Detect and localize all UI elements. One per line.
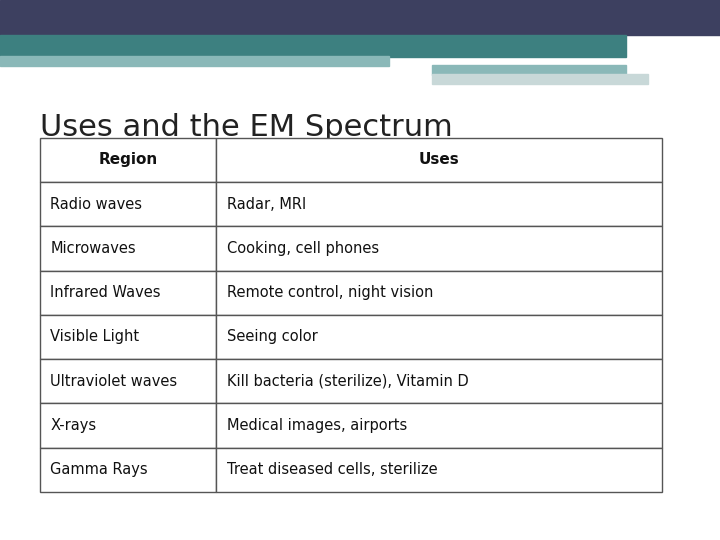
Bar — [216, 182, 662, 226]
Text: Infrared Waves: Infrared Waves — [50, 285, 161, 300]
Text: Remote control, night vision: Remote control, night vision — [227, 285, 433, 300]
Bar — [40, 359, 216, 403]
Bar — [40, 182, 216, 226]
Bar — [216, 315, 662, 359]
Bar — [216, 226, 662, 271]
Bar — [40, 448, 216, 492]
Bar — [40, 403, 216, 448]
Bar — [432, 74, 648, 84]
Bar — [40, 315, 216, 359]
Bar — [216, 271, 662, 315]
Bar — [216, 359, 662, 403]
Text: Cooking, cell phones: Cooking, cell phones — [227, 241, 379, 256]
Bar — [216, 138, 662, 182]
Bar — [432, 65, 626, 75]
Bar — [216, 448, 662, 492]
Text: Radar, MRI: Radar, MRI — [227, 197, 306, 212]
Text: Ultraviolet waves: Ultraviolet waves — [50, 374, 178, 389]
Bar — [0, 56, 389, 66]
Text: Microwaves: Microwaves — [50, 241, 136, 256]
Text: Visible Light: Visible Light — [50, 329, 140, 345]
Bar — [0, 0, 720, 35]
Text: Gamma Rays: Gamma Rays — [50, 462, 148, 477]
Bar — [0, 35, 626, 57]
Text: Seeing color: Seeing color — [227, 329, 318, 345]
Bar — [40, 271, 216, 315]
Bar — [40, 226, 216, 271]
Text: Kill bacteria (sterilize), Vitamin D: Kill bacteria (sterilize), Vitamin D — [227, 374, 469, 389]
Text: Medical images, airports: Medical images, airports — [227, 418, 407, 433]
Text: Treat diseased cells, sterilize: Treat diseased cells, sterilize — [227, 462, 438, 477]
Bar — [40, 138, 216, 182]
Bar — [216, 403, 662, 448]
Text: Radio waves: Radio waves — [50, 197, 143, 212]
Text: Region: Region — [98, 152, 158, 167]
Text: Uses: Uses — [419, 152, 459, 167]
Text: X-rays: X-rays — [50, 418, 96, 433]
Text: Uses and the EM Spectrum: Uses and the EM Spectrum — [40, 113, 452, 143]
